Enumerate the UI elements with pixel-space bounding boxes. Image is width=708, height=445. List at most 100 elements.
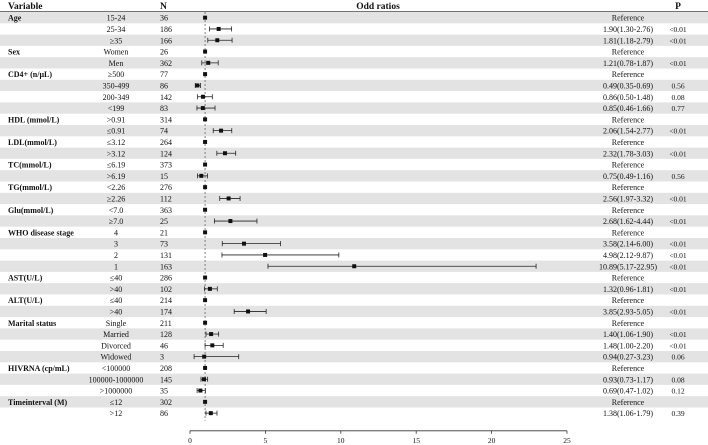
row-band (0, 305, 708, 318)
n-value: 142 (160, 93, 172, 102)
odds-ratio-point (228, 219, 233, 224)
p-value: <0.01 (669, 36, 687, 45)
variable-label: WHO disease stage (8, 228, 74, 237)
variable-label: Marital status (8, 319, 56, 328)
level-label: <2.26 (107, 183, 126, 192)
or-ci-text: 1.48(1.00-2.20) (603, 341, 653, 350)
row-band (0, 396, 708, 408)
row-band (0, 238, 708, 250)
p-value: <0.01 (669, 25, 687, 34)
x-tick-label: 25 (563, 436, 571, 445)
or-ci-text: 0.69(0.47-1.02) (603, 387, 653, 396)
odds-ratio-point (203, 49, 208, 54)
p-value: 0.77 (671, 104, 684, 113)
odds-ratio-point (203, 139, 208, 144)
or-ci-text: Reference (612, 14, 645, 23)
n-value: 112 (160, 194, 172, 203)
level-label: >40 (110, 285, 123, 294)
odds-ratio-point (206, 60, 211, 65)
level-label: ≥35 (110, 36, 122, 45)
or-ci-text: Reference (612, 274, 645, 283)
level-label: ≤0.91 (107, 127, 125, 136)
n-value: 74 (160, 127, 168, 136)
odds-ratio-point (226, 196, 231, 201)
p-value: 0.39 (671, 409, 684, 418)
odds-ratio-point (209, 332, 214, 337)
n-value: 21 (160, 228, 168, 237)
odds-ratio-point (200, 106, 205, 111)
p-value: <0.01 (669, 194, 687, 203)
n-value: 174 (160, 307, 172, 316)
odds-ratio-point (203, 185, 208, 190)
row-band (0, 215, 708, 227)
variable-label: CD4+ (n/μL) (8, 70, 52, 79)
p-value: <0.01 (669, 251, 687, 260)
or-ci-text: Reference (612, 296, 645, 305)
x-tick-label: 20 (488, 436, 496, 445)
odds-ratio-point (246, 309, 251, 314)
row-band (0, 34, 708, 46)
x-tick-label: 5 (264, 436, 268, 445)
or-ci-text: Reference (612, 48, 645, 57)
p-value: <0.01 (669, 240, 687, 249)
variable-label: Timeinterval (M) (8, 398, 68, 407)
level-label: 350-499 (103, 81, 130, 90)
odds-ratio-point (200, 94, 205, 99)
odds-ratio-point (203, 298, 208, 303)
p-value: 0.12 (671, 387, 684, 396)
odds-ratio-point (207, 286, 212, 291)
n-value: 83 (160, 104, 168, 113)
variable-label: ALT(U/L) (8, 296, 43, 305)
p-value: 0.06 (671, 353, 684, 362)
or-ci-text: 1.21(0.78-1.87) (603, 59, 653, 68)
p-value: <0.01 (669, 59, 687, 68)
or-ci-text: Reference (612, 206, 645, 215)
or-ci-text: Reference (612, 138, 645, 147)
level-label: Married (103, 330, 129, 339)
variable-label: LDL(mmol/L) (8, 138, 57, 147)
n-value: 145 (160, 375, 172, 384)
n-value: 163 (160, 262, 172, 271)
odds-ratio-point (203, 162, 208, 167)
n-value: 77 (160, 70, 168, 79)
odds-ratio-point (199, 173, 204, 178)
n-value: 373 (160, 161, 172, 170)
row-band (0, 170, 708, 182)
p-value: 0.56 (671, 81, 684, 90)
p-value: <0.01 (669, 330, 687, 339)
n-value: 86 (160, 81, 168, 90)
odds-ratio-point (203, 230, 208, 235)
header-n: N (160, 2, 167, 12)
n-value: 35 (160, 387, 168, 396)
row-band (0, 283, 708, 295)
row-band (0, 147, 708, 159)
p-value: <0.01 (669, 307, 687, 316)
or-ci-text: 2.68(1.62-4.44) (603, 217, 653, 226)
or-ci-text: 4.98(2.12-9.87) (603, 251, 653, 260)
level-label: Widowed (101, 353, 132, 362)
row-band (0, 328, 708, 340)
variable-label: Glu(mmol/L) (8, 206, 54, 215)
variable-label: TC(mmol/L) (8, 161, 52, 170)
level-label: >0.91 (107, 115, 126, 124)
or-ci-text: Reference (612, 364, 645, 373)
level-label: ≤40 (110, 296, 122, 305)
odds-ratio-point (263, 252, 268, 257)
n-value: 211 (160, 319, 172, 328)
variable-label: Sex (8, 48, 20, 57)
level-label: >40 (110, 307, 123, 316)
or-ci-text: 1.38(1.06-1.79) (603, 409, 653, 418)
odds-ratio-point (202, 354, 207, 359)
or-ci-text: Reference (612, 319, 645, 328)
or-ci-text: 3.58(2.14-6.00) (603, 240, 653, 249)
p-value: 0.56 (671, 172, 684, 181)
level-label: >1000000 (100, 387, 133, 396)
or-ci-text: 3.85(2.93-5.05) (603, 307, 653, 316)
level-label: 25-34 (107, 25, 126, 34)
n-value: 363 (160, 206, 172, 215)
x-tick-label: 0 (188, 436, 192, 445)
odds-ratio-point (208, 411, 213, 416)
odds-ratio-point (203, 275, 208, 280)
